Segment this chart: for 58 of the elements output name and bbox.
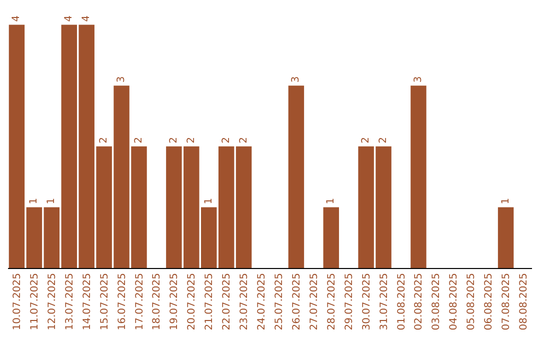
x-tick-label: 14.07.2025 [82, 273, 93, 330]
x-tick-label: 25.07.2025 [274, 273, 285, 330]
data-label: 1 [203, 198, 214, 204]
bar [410, 86, 426, 268]
data-label: 3 [116, 76, 128, 83]
data-label: 3 [412, 76, 424, 83]
bar [236, 146, 252, 268]
bar [323, 207, 339, 268]
x-tick-label: 28.07.2025 [326, 273, 338, 330]
x-tick-label: 24.07.2025 [256, 273, 268, 330]
x-tick-label: 23.07.2025 [239, 273, 250, 330]
data-label: 2 [168, 137, 180, 144]
bar [218, 146, 234, 268]
x-tick-label: 19.07.2025 [169, 273, 180, 330]
data-label: 4 [11, 15, 22, 22]
x-tick-label: 29.07.2025 [344, 273, 355, 330]
data-label: 1 [326, 198, 337, 204]
data-label: 1 [500, 198, 512, 204]
x-tick-label: 04.08.2025 [448, 273, 460, 330]
x-tick-label: 03.08.2025 [431, 273, 442, 330]
bar [288, 86, 304, 268]
data-label: 1 [28, 198, 40, 204]
x-tick-label: 18.07.2025 [152, 273, 163, 330]
x-tick-label: 12.07.2025 [46, 273, 58, 330]
x-tick-label: 20.07.2025 [186, 273, 198, 330]
x-tick-label: 26.07.2025 [291, 273, 302, 330]
bar [498, 207, 514, 268]
x-tick-label: 31.07.2025 [378, 273, 390, 330]
x-tick-label: 17.07.2025 [134, 273, 146, 330]
x-tick-label: 22.07.2025 [222, 273, 233, 330]
data-label: 2 [98, 137, 110, 144]
x-tick-label: 10.07.2025 [12, 273, 23, 330]
x-tick-label: 15.07.2025 [99, 273, 110, 330]
x-tick-label: 06.08.2025 [484, 273, 495, 330]
bar [44, 207, 60, 268]
x-tick-label: 05.08.2025 [466, 273, 478, 330]
data-label: 3 [290, 76, 302, 83]
data-label: 2 [134, 137, 144, 144]
x-tick-label: 16.07.2025 [116, 273, 128, 330]
bar [8, 24, 25, 268]
x-tick-label: 21.07.2025 [204, 273, 216, 330]
x-tick-label: 08.08.2025 [518, 273, 530, 330]
bar [26, 207, 42, 268]
x-tick-label: 30.07.2025 [361, 273, 372, 330]
data-label: 2 [360, 137, 372, 144]
data-label: 2 [378, 137, 390, 144]
data-label: 2 [238, 137, 250, 144]
x-tick-label: 07.08.2025 [501, 273, 512, 330]
data-label: 2 [220, 137, 232, 144]
x-tick-label: 27.07.2025 [308, 273, 320, 330]
x-tick-label: 13.07.2025 [64, 273, 76, 330]
x-tick-label: 02.08.2025 [414, 273, 425, 330]
x-tick-label: 01.08.2025 [396, 273, 408, 330]
data-label: 2 [186, 137, 197, 144]
data-label: 4 [81, 15, 92, 22]
data-label: 4 [64, 15, 75, 22]
x-tick-label: 11.07.2025 [29, 273, 40, 330]
data-label: 1 [46, 198, 58, 204]
